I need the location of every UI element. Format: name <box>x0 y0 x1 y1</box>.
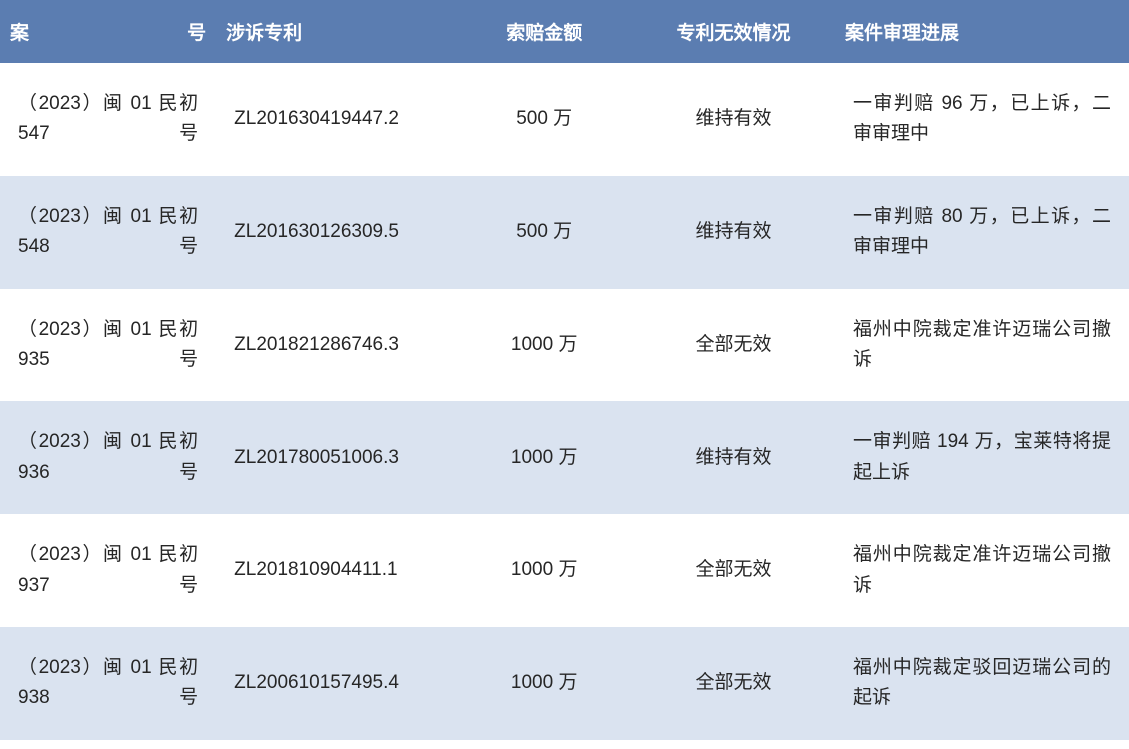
table-body: （2023）闽 01 民初 547 号 ZL201630419447.2 500… <box>0 63 1129 740</box>
cell-amount: 1000 万 <box>456 401 632 514</box>
cell-case-no: （2023）闽 01 民初 935 号 <box>0 289 216 402</box>
table-row: （2023）闽 01 民初 547 号 ZL201630419447.2 500… <box>0 63 1129 176</box>
cell-amount: 1000 万 <box>456 627 632 740</box>
header-invalid-status: 专利无效情况 <box>632 0 835 63</box>
cell-progress: 福州中院裁定驳回迈瑞公司的起诉 <box>835 627 1129 740</box>
table-row: （2023）闽 01 民初 938 号 ZL200610157495.4 100… <box>0 627 1129 740</box>
cell-patent: ZL201810904411.1 <box>216 514 456 627</box>
table-row: （2023）闽 01 民初 548 号 ZL201630126309.5 500… <box>0 176 1129 289</box>
cell-patent: ZL201630126309.5 <box>216 176 456 289</box>
cell-amount: 1000 万 <box>456 289 632 402</box>
header-progress: 案件审理进展 <box>835 0 1129 63</box>
header-patent: 涉诉专利 <box>216 0 456 63</box>
cell-case-no: （2023）闽 01 民初 547 号 <box>0 63 216 176</box>
table-row: （2023）闽 01 民初 936 号 ZL201780051006.3 100… <box>0 401 1129 514</box>
cell-invalid-status: 维持有效 <box>632 176 835 289</box>
cell-patent: ZL200610157495.4 <box>216 627 456 740</box>
table-header: 案号 涉诉专利 索赔金额 专利无效情况 案件审理进展 <box>0 0 1129 63</box>
header-row: 案号 涉诉专利 索赔金额 专利无效情况 案件审理进展 <box>0 0 1129 63</box>
cell-case-no: （2023）闽 01 民初 937 号 <box>0 514 216 627</box>
cell-invalid-status: 全部无效 <box>632 289 835 402</box>
cell-amount: 500 万 <box>456 176 632 289</box>
cell-progress: 一审判赔 96 万，已上诉，二审审理中 <box>835 63 1129 176</box>
cell-case-no: （2023）闽 01 民初 938 号 <box>0 627 216 740</box>
cell-patent: ZL201780051006.3 <box>216 401 456 514</box>
cell-invalid-status: 全部无效 <box>632 514 835 627</box>
cell-amount: 500 万 <box>456 63 632 176</box>
litigation-table-container: 案号 涉诉专利 索赔金额 专利无效情况 案件审理进展 （2023）闽 01 民初… <box>0 0 1129 740</box>
cell-amount: 1000 万 <box>456 514 632 627</box>
cell-invalid-status: 维持有效 <box>632 63 835 176</box>
cell-patent: ZL201630419447.2 <box>216 63 456 176</box>
header-amount: 索赔金额 <box>456 0 632 63</box>
litigation-table: 案号 涉诉专利 索赔金额 专利无效情况 案件审理进展 （2023）闽 01 民初… <box>0 0 1129 740</box>
cell-invalid-status: 全部无效 <box>632 627 835 740</box>
cell-patent: ZL201821286746.3 <box>216 289 456 402</box>
cell-progress: 福州中院裁定准许迈瑞公司撤诉 <box>835 514 1129 627</box>
cell-progress: 一审判赔 80 万，已上诉，二审审理中 <box>835 176 1129 289</box>
table-row: （2023）闽 01 民初 935 号 ZL201821286746.3 100… <box>0 289 1129 402</box>
cell-progress: 福州中院裁定准许迈瑞公司撤诉 <box>835 289 1129 402</box>
table-row: （2023）闽 01 民初 937 号 ZL201810904411.1 100… <box>0 514 1129 627</box>
cell-invalid-status: 维持有效 <box>632 401 835 514</box>
cell-case-no: （2023）闽 01 民初 936 号 <box>0 401 216 514</box>
cell-progress: 一审判赔 194 万，宝莱特将提起上诉 <box>835 401 1129 514</box>
header-case-no: 案号 <box>0 0 216 63</box>
cell-case-no: （2023）闽 01 民初 548 号 <box>0 176 216 289</box>
